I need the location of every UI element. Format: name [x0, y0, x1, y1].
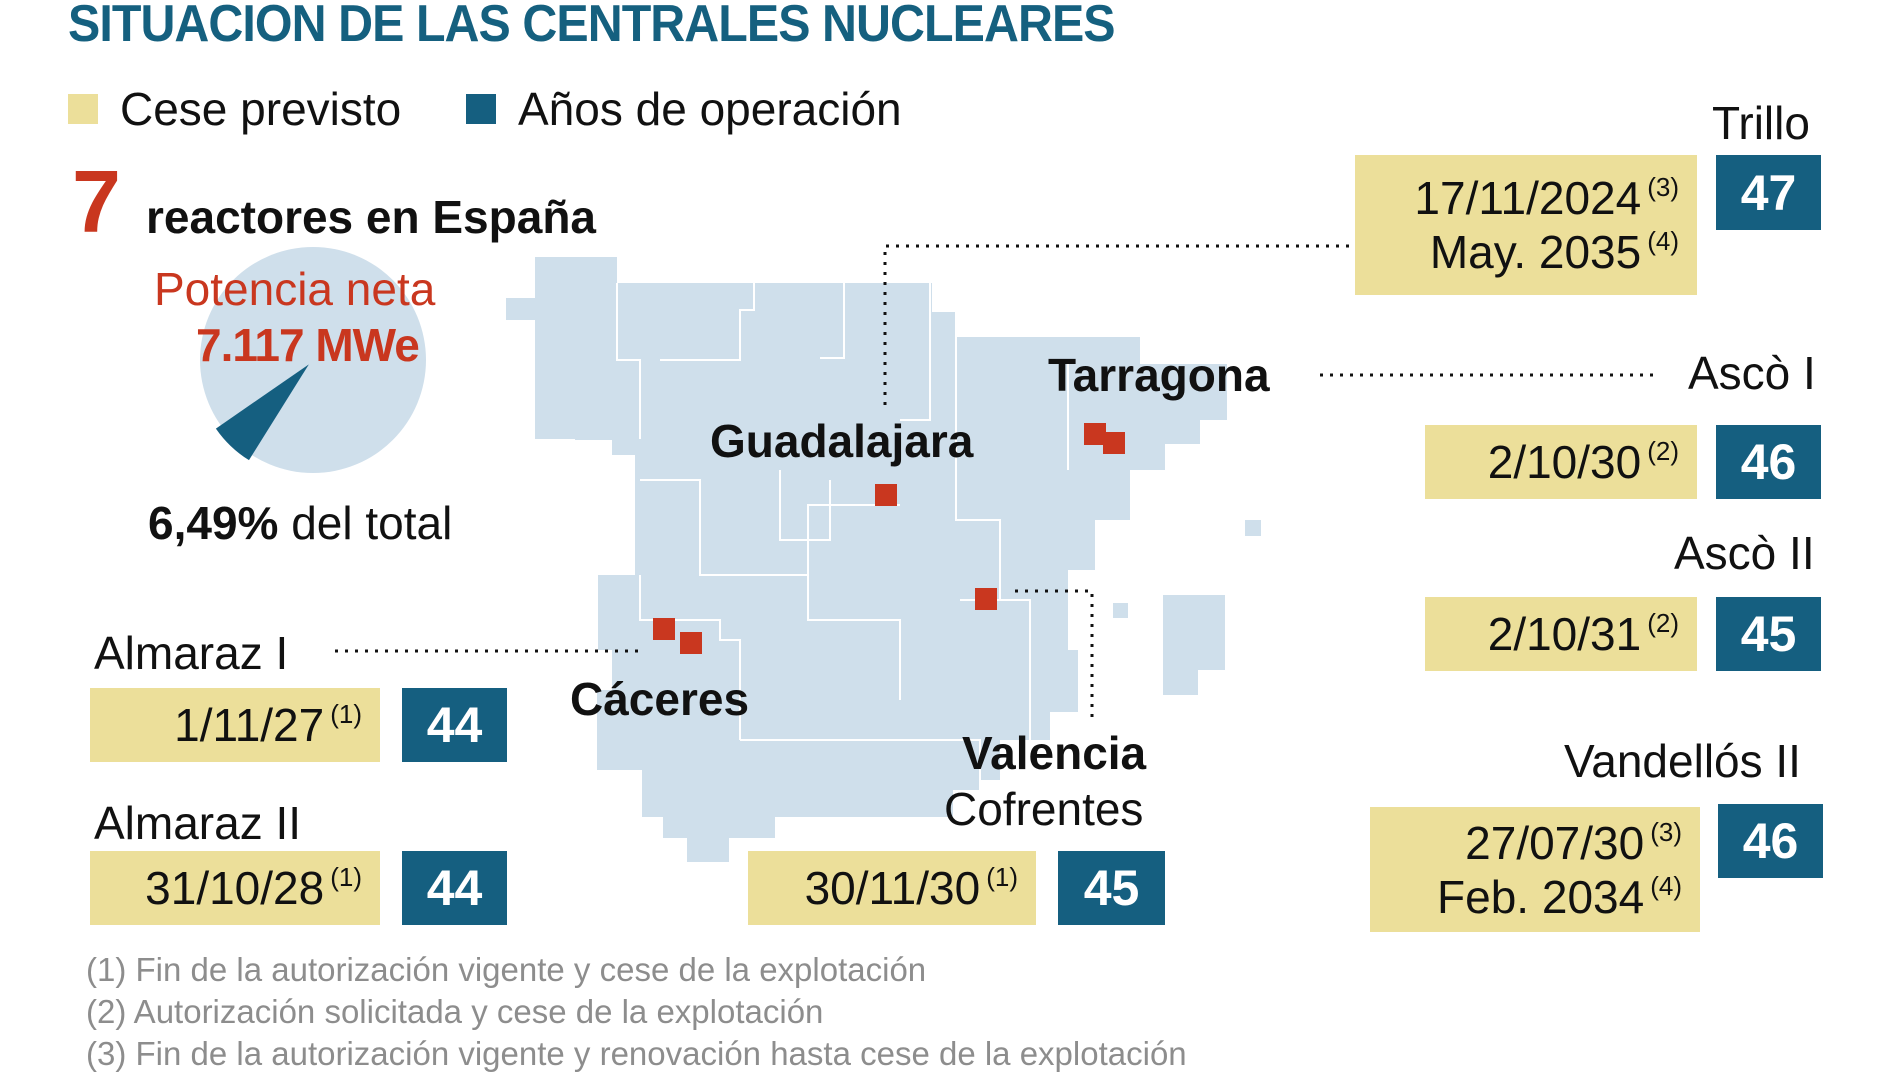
cese-date: 27/07/30 — [1465, 816, 1645, 869]
share-label: del total — [291, 497, 453, 549]
cese-date: May. 2035 — [1429, 226, 1642, 278]
legend-item-years: Años de operación — [466, 82, 902, 136]
cese-line: 31/10/28 (1) — [145, 861, 362, 915]
plant-name-almaraz-1: Almaraz I — [94, 627, 289, 679]
cese-line: 17/11/2024 (3) — [1414, 171, 1679, 225]
province-borders — [616, 283, 1069, 800]
plant-name-vandellos-2: Vandellós II — [1564, 735, 1801, 787]
footnote-ref: (4) — [1647, 226, 1679, 256]
cese-line: Feb. 2034 (4) — [1437, 870, 1682, 924]
page-title: SITUACION DE LAS CENTRALES NUCLEARES — [68, 0, 1116, 53]
years-box-almaraz-1: 44 — [402, 688, 507, 762]
marker-trillo[interactable] — [875, 484, 897, 506]
plant-name-almaraz-2: Almaraz II — [94, 797, 302, 849]
cese-box-almaraz-1: 1/11/27 (1) — [90, 688, 380, 762]
years-box-asco-2: 45 — [1716, 597, 1821, 671]
plant-name-asco-1: Ascò I — [1688, 347, 1816, 399]
marker-almaraz-1[interactable] — [653, 618, 675, 640]
leader-trillo — [883, 244, 1352, 405]
pie-chart — [200, 247, 426, 473]
island-ibiza — [1113, 603, 1128, 618]
cese-box-almaraz-2: 31/10/28 (1) — [90, 851, 380, 925]
island-menorca — [1245, 520, 1261, 536]
reactor-count: 7 — [72, 152, 121, 251]
footnote-ref: (1) — [330, 862, 362, 892]
cese-date: 17/11/2024 — [1414, 172, 1642, 224]
peninsula-shape — [506, 257, 1227, 862]
province-label-guadalajara: Guadalajara — [710, 415, 974, 467]
legend-label: Años de operación — [518, 83, 902, 135]
footnote-2: (2) Autorización solicitada y cese de la… — [86, 993, 824, 1030]
cese-line: 30/11/30 (1) — [805, 861, 1018, 915]
years-box-cofrentes: 45 — [1058, 851, 1165, 925]
years-box-almaraz-2: 44 — [402, 851, 507, 925]
cese-box-cofrentes: 30/11/30 (1) — [748, 851, 1036, 925]
marker-almaraz-2[interactable] — [680, 632, 702, 654]
cese-line: 2/10/30 (2) — [1488, 435, 1679, 489]
map-fill-detail — [1070, 337, 1140, 367]
island-mallorca-south — [1163, 670, 1198, 695]
pie-slice-nuclear — [215, 364, 309, 461]
cese-line: 1/11/27 (1) — [174, 698, 362, 752]
footnote-1: (1) Fin de la autorización vigente y ces… — [86, 951, 927, 988]
plant-markers — [653, 423, 1125, 654]
footnote-ref: (3) — [1650, 816, 1682, 847]
cese-date: 30/11/30 — [804, 862, 981, 914]
marker-cofrentes[interactable] — [975, 588, 997, 610]
leader-lines — [335, 244, 1660, 720]
legend-swatch-yellow — [68, 94, 98, 124]
cese-box-vandellos-2: 27/07/30 (3) Feb. 2034 (4) — [1370, 807, 1700, 932]
cese-date: 2/10/30 — [1487, 436, 1642, 488]
footnote-ref: (1) — [330, 699, 362, 729]
legend-item-cese: Cese previsto — [68, 82, 401, 136]
province-label-caceres: Cáceres — [570, 673, 750, 725]
power-value: 7.117 MWe — [196, 319, 420, 371]
island-mallorca — [1163, 595, 1225, 670]
marker-asco[interactable] — [1084, 423, 1106, 445]
cese-date: 1/11/27 — [174, 699, 325, 751]
leader-cofrentes — [1015, 589, 1094, 720]
share-value: 6,49% — [148, 497, 279, 549]
power-label: Potencia neta — [154, 263, 436, 315]
cese-date: 31/10/28 — [145, 862, 325, 914]
share-text: 6,49% del total — [148, 496, 452, 550]
footnote-ref: (4) — [1650, 870, 1682, 901]
province-label-tarragona: Tarragona — [1048, 349, 1270, 401]
marker-vandellos[interactable] — [1103, 432, 1125, 454]
footnote-3: (3) Fin de la autorización vigente y ren… — [86, 1035, 1187, 1072]
legend-swatch-blue — [466, 94, 496, 124]
cese-date: 2/10/31 — [1487, 608, 1642, 660]
cese-date: Feb. 2034 — [1437, 870, 1645, 923]
cese-box-asco-2: 2/10/31 (2) — [1425, 597, 1697, 671]
footnote-ref: (2) — [1647, 436, 1679, 466]
plant-name-trillo: Trillo — [1712, 97, 1810, 149]
years-box-trillo: 47 — [1716, 155, 1821, 230]
footnote-ref: (3) — [1647, 172, 1679, 202]
plant-name-asco-2: Ascò II — [1674, 527, 1815, 579]
province-label-valencia: Valencia — [962, 727, 1147, 779]
cese-box-asco-1: 2/10/30 (2) — [1425, 425, 1697, 499]
cese-line: 2/10/31 (2) — [1488, 607, 1679, 661]
spain-map — [335, 244, 1660, 862]
cese-box-trillo: 17/11/2024 (3) May. 2035 (4) — [1355, 155, 1697, 295]
plant-name-cofrentes: Cofrentes — [944, 783, 1144, 835]
footnote-ref: (1) — [986, 862, 1018, 892]
legend-label: Cese previsto — [120, 83, 402, 135]
reactor-count-label: reactores en España — [146, 191, 597, 243]
cese-line: May. 2035 (4) — [1430, 225, 1679, 279]
years-box-vandellos-2: 46 — [1718, 804, 1823, 878]
footnote-ref: (2) — [1647, 608, 1679, 638]
years-box-asco-1: 46 — [1716, 425, 1821, 499]
cese-line: 27/07/30 (3) — [1465, 816, 1682, 870]
